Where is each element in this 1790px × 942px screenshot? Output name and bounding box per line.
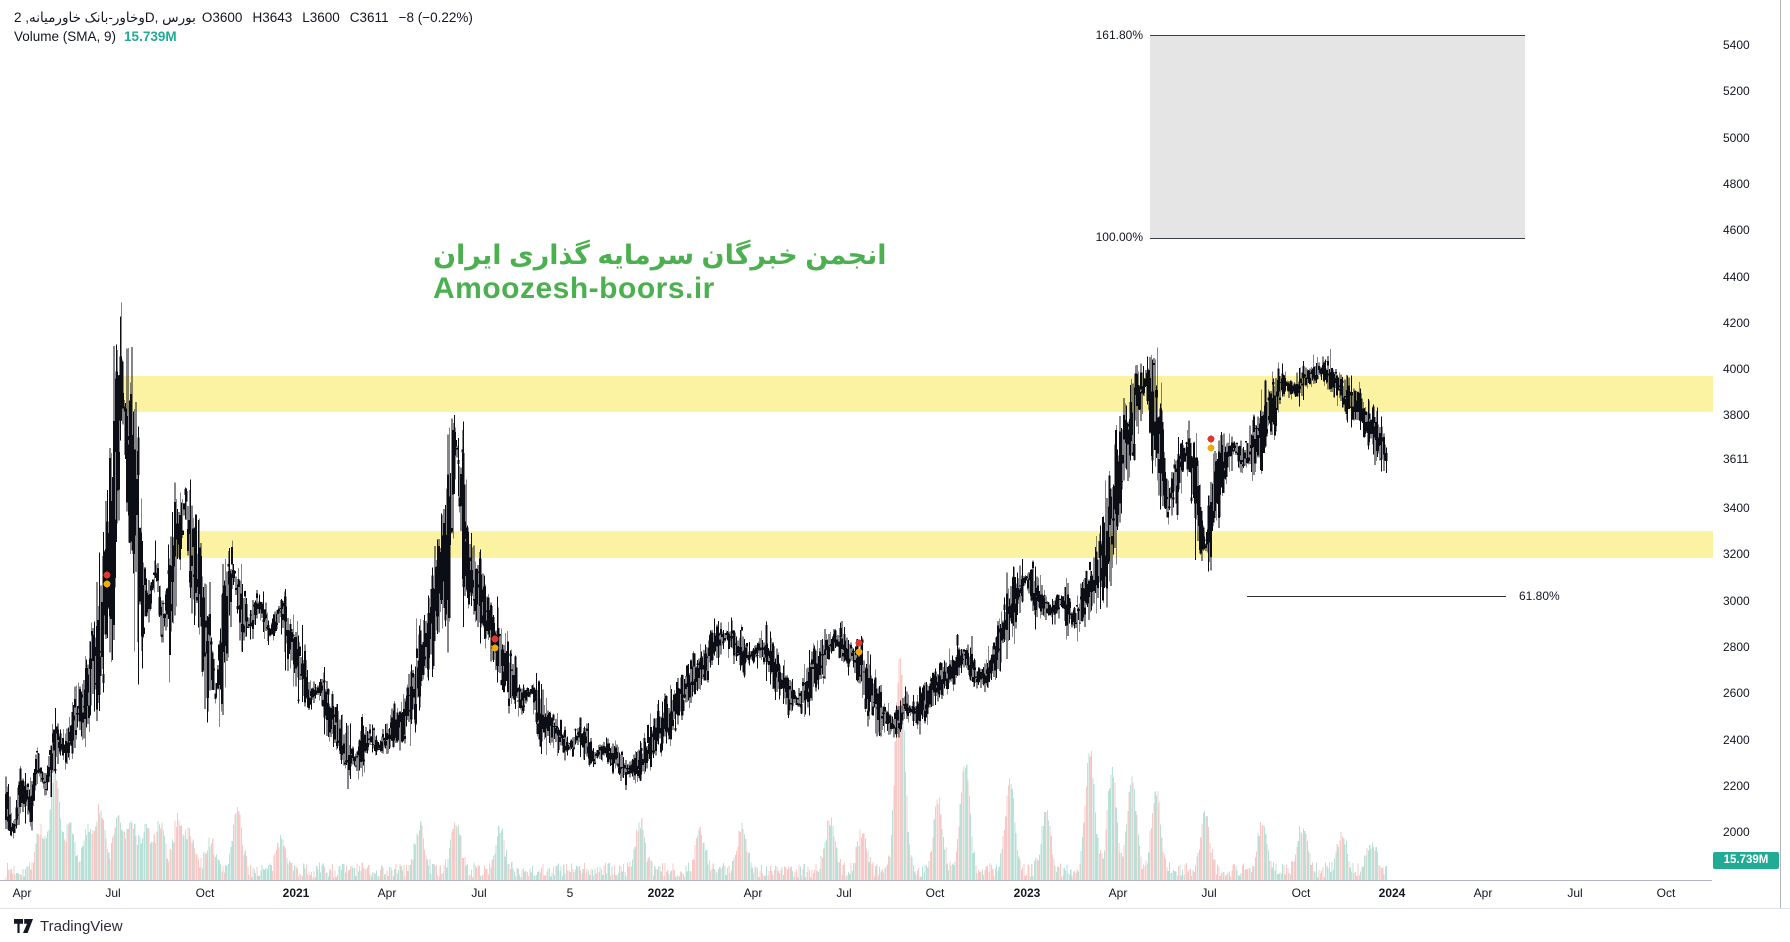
- price-tick-label: 2800: [1723, 639, 1750, 654]
- chart-bottom-border: [0, 908, 1790, 909]
- time-tick-label: Jul: [1567, 886, 1583, 900]
- time-tick-label: Jul: [105, 886, 121, 900]
- volume-legend[interactable]: Volume (SMA, 9) 15.739M: [14, 27, 177, 46]
- fib-projection-box[interactable]: [1150, 35, 1525, 239]
- tradingview-logo-icon: [14, 919, 33, 933]
- fib-618-label: 61.80%: [1519, 588, 1560, 603]
- price-tick-label: 5200: [1723, 84, 1750, 99]
- fib-level-161-label: 161.80%: [1095, 28, 1143, 43]
- time-tick-label: Oct: [925, 886, 945, 900]
- watermark-site-text: Amoozesh-boors.ir: [433, 272, 715, 305]
- symbol-title[interactable]: وخاور-بانک خاورمیانه, 2D, بورس: [14, 10, 196, 25]
- time-tick-label: Jul: [1201, 886, 1217, 900]
- price-tick-label: 4800: [1723, 176, 1750, 191]
- fib-618-line[interactable]: [1247, 595, 1506, 597]
- ohlc-values: O3600 H3643 L3600 C3611 −8 (−0.22%): [202, 10, 483, 25]
- price-tick-label: 3400: [1723, 501, 1750, 515]
- time-tick-label: Apr: [377, 886, 397, 900]
- price-scale-border: [1780, 0, 1781, 908]
- price-tick-label: 3200: [1723, 547, 1750, 562]
- time-tick-label: Oct: [195, 886, 215, 900]
- last-price-label: 3611: [1723, 452, 1749, 467]
- price-tick-label: 2000: [1723, 825, 1750, 840]
- price-tick-label: 5000: [1723, 130, 1750, 145]
- price-tick-label: 4600: [1723, 223, 1750, 238]
- fib-level-100-label: 100.00%: [1095, 229, 1143, 244]
- time-tick-label: Apr: [743, 886, 763, 900]
- time-tick-label: Apr: [12, 886, 32, 900]
- time-tick-label: 5: [566, 886, 574, 900]
- ohlc-token: L3600: [302, 10, 340, 25]
- volume-indicator-label[interactable]: Volume (SMA, 9): [14, 29, 117, 44]
- price-tick-label: 5400: [1723, 38, 1750, 52]
- price-scale[interactable]: 5400 5200 5000 4800 4600 4400 4200 4000 3800 3611…: [1713, 0, 1790, 880]
- price-tick-label: 2400: [1723, 732, 1750, 747]
- time-tick-label: Apr: [1473, 886, 1493, 900]
- tradingview-brand-text: TradingView: [40, 917, 123, 935]
- time-tick-label: Oct: [1291, 886, 1311, 900]
- ohlc-token: C3611: [349, 10, 389, 25]
- ohlc-token: H3643: [252, 10, 293, 25]
- time-tick-label: 2023: [1013, 886, 1041, 900]
- price-tick-label: 2200: [1723, 778, 1750, 793]
- symbol-legend[interactable]: وخاور-بانک خاورمیانه, 2D, بورس O3600 H3643…: [14, 8, 483, 27]
- price-tick-label: 3000: [1723, 593, 1750, 608]
- volume-ma-badge: 15.739M: [1713, 852, 1779, 869]
- price-tick-label: 4200: [1723, 315, 1750, 330]
- time-tick-label: 2024: [1378, 886, 1406, 900]
- time-tick-label: Oct: [1656, 886, 1676, 900]
- time-tick-label: Jul: [471, 886, 487, 900]
- price-tick-label: 2600: [1723, 686, 1750, 701]
- volume-ma-value: 15.739M: [124, 29, 177, 44]
- time-tick-label: 2022: [647, 886, 675, 900]
- time-tick-label: Apr: [1108, 886, 1128, 900]
- price-tick-label: 4400: [1723, 269, 1750, 284]
- time-tick-label: Jul: [836, 886, 852, 900]
- watermark-persian-text: انجمن خبرگان سرمایه گذاری ایران: [433, 240, 887, 270]
- price-tick-label: 3800: [1723, 408, 1750, 423]
- channel-watermark: انجمن خبرگان سرمایه گذاری ایران Amoozesh…: [433, 238, 886, 305]
- price-tick-label: 4000: [1723, 362, 1750, 377]
- supply-zone-band[interactable]: [118, 376, 1713, 412]
- ohlc-token: O3600: [201, 10, 243, 25]
- ohlc-token: −8 (−0.22%): [398, 10, 473, 25]
- support-zone-band[interactable]: [176, 531, 1713, 558]
- time-tick-label: 2021: [282, 886, 310, 900]
- time-scale[interactable]: Apr Jul Oct 2021 Apr Jul 5 2022 Apr Jul Oct 2023 Apr…: [0, 881, 1780, 908]
- time-axis-separator: [0, 880, 1712, 881]
- tradingview-attribution[interactable]: TradingView: [14, 916, 123, 936]
